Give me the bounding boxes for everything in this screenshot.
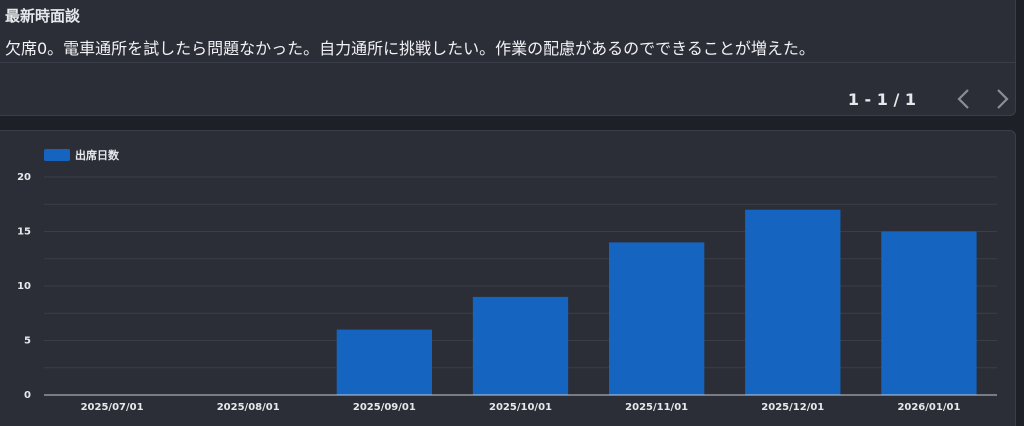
latest-interview-card: 最新時面談 欠席0。電車通所を試したら問題なかった。自力通所に挑戦したい。作業の… <box>0 0 1016 116</box>
chart-legend[interactable]: 出席日数 <box>44 147 119 163</box>
x-tick-label: 2025/09/01 <box>353 402 416 413</box>
divider <box>0 62 1015 63</box>
legend-swatch <box>44 149 70 161</box>
bar <box>472 296 569 395</box>
chevron-left-icon <box>957 89 969 109</box>
y-tick-label: 20 <box>17 172 31 183</box>
x-tick-label: 2025/07/01 <box>81 402 144 413</box>
y-tick-label: 10 <box>17 281 31 292</box>
x-tick-label: 2025/08/01 <box>217 402 280 413</box>
x-tick-label: 2025/11/01 <box>625 402 688 413</box>
interview-title: 最新時面談 <box>5 7 81 25</box>
pagination: 1 - 1 / 1 <box>848 85 1014 113</box>
interview-text: 欠席0。電車通所を試したら問題なかった。自力通所に挑戦したい。作業の配慮があるの… <box>5 39 815 58</box>
y-tick-label: 0 <box>24 390 31 401</box>
previous-page-button[interactable] <box>952 85 974 113</box>
next-page-button[interactable] <box>992 85 1014 113</box>
bar <box>881 231 977 395</box>
legend-label: 出席日数 <box>75 149 119 162</box>
chevron-right-icon <box>997 89 1009 109</box>
x-tick-label: 2026/01/01 <box>897 402 960 413</box>
pagination-range: 1 - 1 / 1 <box>847 89 916 109</box>
y-tick-label: 5 <box>24 336 31 347</box>
x-tick-label: 2025/10/01 <box>489 402 552 413</box>
bar <box>336 329 433 395</box>
bar <box>608 242 705 395</box>
y-tick-label: 15 <box>17 227 31 238</box>
bar <box>745 209 841 395</box>
x-tick-label: 2025/12/01 <box>761 402 824 413</box>
